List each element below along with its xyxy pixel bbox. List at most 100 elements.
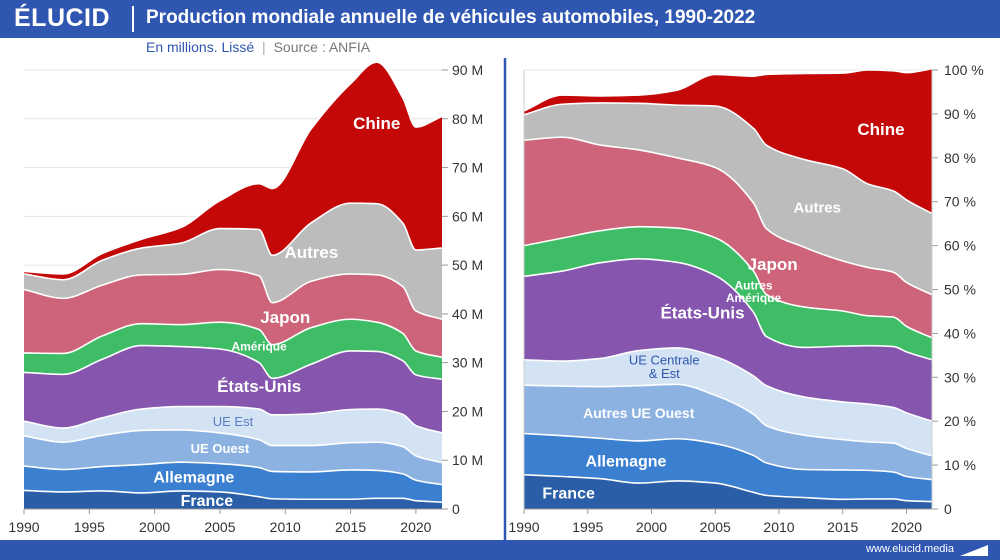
y-tick-label: 10 % xyxy=(944,457,976,473)
x-tick-label: 2015 xyxy=(827,519,858,535)
x-tick-label: 2020 xyxy=(400,519,431,535)
series-label-etats-unis: États-Unis xyxy=(217,377,301,396)
boundary-etats-unis xyxy=(23,344,443,381)
y-tick-label: 90 % xyxy=(944,106,976,122)
boundary-autres xyxy=(523,102,933,215)
x-tick-label: 2015 xyxy=(335,519,366,535)
boundary-ue-est xyxy=(23,405,443,434)
y-tick-label: 60 M xyxy=(452,208,483,224)
y-tick-label: 0 xyxy=(452,501,460,517)
area-france xyxy=(524,474,932,509)
y-tick-label: 70 M xyxy=(452,160,483,176)
boundary-chine xyxy=(523,67,933,112)
y-tick-label: 60 % xyxy=(944,238,976,254)
y-tick-label: 50 % xyxy=(944,282,976,298)
boundary-chine xyxy=(23,61,443,275)
logo-separator xyxy=(132,6,134,32)
series-label-allemagne: Allemagne xyxy=(586,453,667,470)
x-tick-label: 2000 xyxy=(139,519,170,535)
boundary-ue-est xyxy=(523,347,933,422)
series-label-etats-unis: États-Unis xyxy=(660,303,744,322)
series-label-line: & Est xyxy=(649,366,680,381)
series-label-line: UE Est xyxy=(213,414,254,429)
boundary-autres xyxy=(23,202,443,281)
area-amerique xyxy=(524,226,932,360)
series-label-line: Autres UE Ouest xyxy=(583,405,695,421)
footer-url[interactable]: www.elucid.media xyxy=(865,543,954,555)
series-label-autres: Autres xyxy=(793,200,841,217)
series-label-line: Amérique xyxy=(231,339,287,353)
subtitle-unit: En millions. Lissé xyxy=(146,39,255,55)
subtitle-separator: | xyxy=(262,39,266,55)
series-label-allemagne: Allemagne xyxy=(153,470,234,487)
subtitle: En millions. Lissé | Source : ANFIA xyxy=(146,39,370,55)
y-tick-label: 50 M xyxy=(452,257,483,273)
series-label-line: France xyxy=(181,493,234,510)
area-japon xyxy=(524,137,932,338)
x-tick-label: 1990 xyxy=(8,519,39,535)
y-tick-label: 0 xyxy=(944,501,952,517)
boundary-france xyxy=(23,489,443,503)
series-label-line: Autres xyxy=(284,243,338,262)
y-tick-label: 80 % xyxy=(944,150,976,166)
area-amerique xyxy=(24,319,442,380)
subtitle-source: Source : ANFIA xyxy=(273,39,371,55)
series-label-ue-est: UE Est xyxy=(213,414,254,429)
series-label-line: UE Centrale xyxy=(629,352,700,367)
y-tick-label: 40 % xyxy=(944,325,976,341)
area-etats-unis xyxy=(524,258,932,422)
series-label-amerique: Amérique xyxy=(231,339,287,353)
chart-panel-right: France Allemagne Autres UE Ouest UE Central… xyxy=(508,62,983,535)
series-label-france: France xyxy=(181,493,234,510)
series-label-line: UE Ouest xyxy=(191,441,250,456)
series-label-line: Japon xyxy=(748,255,798,274)
series-label-ue-ouest: Autres UE Ouest xyxy=(583,405,695,421)
x-tick-label: 2005 xyxy=(204,519,235,535)
area-autres xyxy=(524,102,932,295)
y-tick-label: 80 M xyxy=(452,111,483,127)
header-bar: ÉLUCID Production mondiale annuelle de v… xyxy=(0,0,1000,38)
x-tick-label: 1995 xyxy=(74,519,105,535)
boundary-ue-ouest xyxy=(23,429,443,464)
series-label-chine: Chine xyxy=(353,114,400,133)
series-label-line: Chine xyxy=(857,120,904,139)
boundary-amerique xyxy=(23,318,443,359)
series-label-france: France xyxy=(542,486,595,503)
y-tick-label: 30 M xyxy=(452,355,483,371)
series-label-line: Allemagne xyxy=(586,453,667,470)
boundary-allemagne xyxy=(523,432,933,481)
x-tick-label: 2020 xyxy=(891,519,922,535)
y-tick-label: 70 % xyxy=(944,194,976,210)
series-label-amerique: Autres Amérique xyxy=(726,279,782,306)
series-label-japon: Japon xyxy=(748,255,798,274)
series-label-line: Autres xyxy=(734,279,772,293)
series-label-line: Allemagne xyxy=(153,470,234,487)
boundary-france xyxy=(523,473,933,503)
series-label-chine: Chine xyxy=(857,120,904,139)
elucid-arrow-icon xyxy=(960,545,988,556)
area-france xyxy=(24,490,442,509)
boundary-allemagne xyxy=(23,461,443,486)
y-tick-label: 40 M xyxy=(452,306,483,322)
x-tick-label: 2005 xyxy=(700,519,731,535)
y-tick-label: 90 M xyxy=(452,62,483,78)
y-tick-label: 20 % xyxy=(944,413,976,429)
chart-panel-left: France Allemagne UE Ouest UE Est États-Unis A… xyxy=(8,61,483,535)
y-tick-label: 10 M xyxy=(452,452,483,468)
series-label-line: Japon xyxy=(260,308,310,327)
series-label-line: Autres xyxy=(793,200,841,217)
series-label-line: Chine xyxy=(353,114,400,133)
area-japon xyxy=(24,269,442,358)
boundary-etats-unis xyxy=(523,257,933,361)
x-tick-label: 2000 xyxy=(636,519,667,535)
elucid-logo[interactable]: ÉLUCID xyxy=(14,4,111,32)
y-tick-label: 20 M xyxy=(452,403,483,419)
series-label-ue-ouest: UE Ouest xyxy=(191,441,250,456)
x-tick-label: 1990 xyxy=(508,519,539,535)
series-label-line: France xyxy=(542,486,595,503)
x-tick-label: 1995 xyxy=(572,519,603,535)
area-ue-est xyxy=(24,406,442,463)
footer-band xyxy=(0,540,1000,560)
x-tick-label: 2010 xyxy=(763,519,794,535)
